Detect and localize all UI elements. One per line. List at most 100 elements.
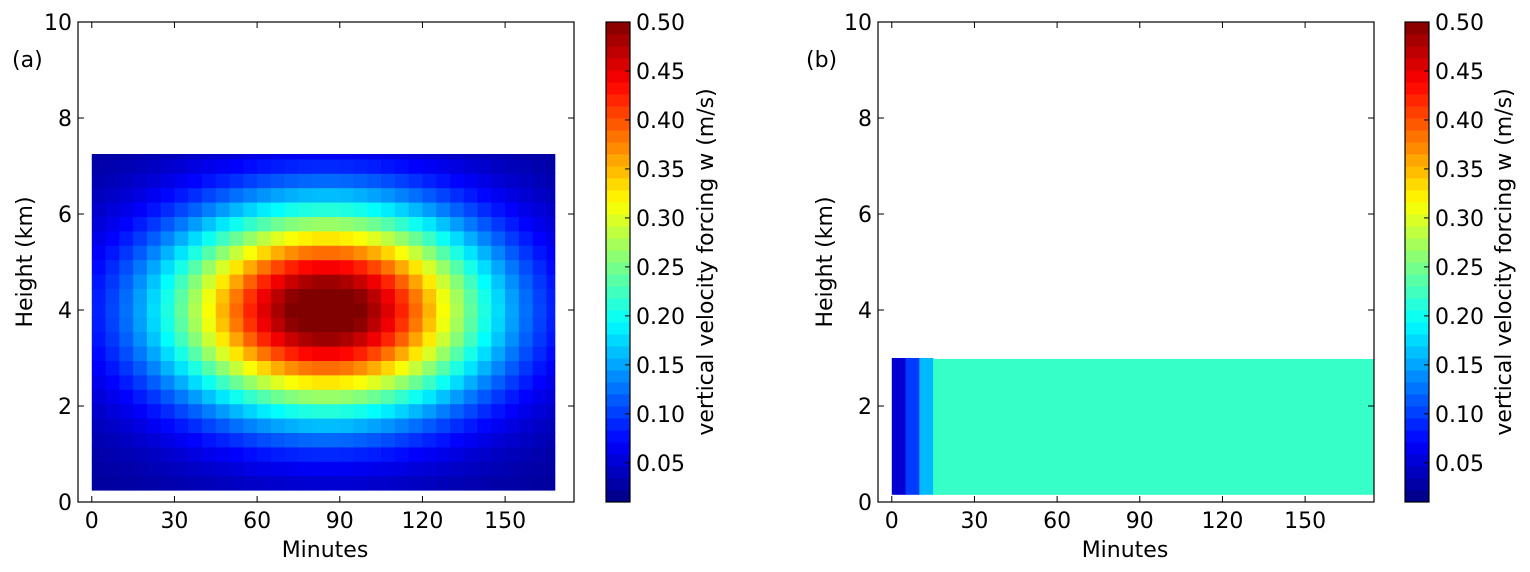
colorbar-swatch	[1405, 142, 1429, 155]
heatmap-cell	[312, 475, 327, 491]
y-tick-label: 8	[58, 107, 72, 132]
heatmap-cell	[463, 216, 479, 232]
heatmap-cell	[518, 374, 534, 390]
heatmap-cell	[491, 288, 506, 304]
colorbar-frame	[1404, 21, 1430, 503]
colorbar-swatch	[606, 346, 630, 359]
heatmap-cell	[408, 154, 424, 160]
heatmap-cell	[229, 360, 244, 376]
heatmap-cell	[422, 475, 437, 491]
heatmap-cell	[394, 230, 410, 246]
heatmap-cell	[312, 446, 327, 462]
heatmap-cell	[133, 360, 148, 376]
heatmap-cell	[188, 187, 203, 203]
heatmap-cell	[270, 475, 286, 491]
heatmap-cell	[339, 202, 355, 217]
heatmap-cell	[394, 461, 410, 477]
heatmap-cell	[326, 216, 341, 232]
heatmap-cell	[243, 288, 258, 304]
heatmap-cell	[202, 331, 217, 347]
heatmap-cell	[160, 461, 176, 477]
heatmap-cell	[491, 230, 506, 246]
heatmap-cell	[450, 245, 465, 261]
heatmap-cell	[202, 432, 217, 448]
heatmap-cell	[174, 154, 189, 160]
heatmap-cell	[367, 317, 382, 333]
panel-b-colorbar: 0.05 0.10 0.15 0.20 0.25 0.30 0.35 0.40 0.45 0.50	[1404, 11, 1484, 503]
heatmap-cell	[133, 432, 148, 448]
x-tick-label: 60	[1043, 509, 1071, 534]
heatmap-cell	[326, 187, 341, 203]
heatmap-cell	[160, 173, 176, 189]
heatmap-cell	[546, 230, 556, 246]
heatmap-cell	[133, 173, 148, 189]
heatmap-cell	[367, 259, 382, 275]
heatmap-cell	[91, 302, 107, 318]
heatmap-cell	[298, 288, 313, 304]
heatmap-cell	[450, 446, 465, 462]
heatmap-cell	[326, 230, 341, 246]
heatmap-cell	[326, 403, 341, 419]
heatmap-cell	[463, 158, 479, 174]
heatmap-cell	[450, 158, 465, 174]
heatmap-cell	[229, 154, 244, 160]
heatmap-cell	[436, 230, 451, 246]
heatmap-cell	[367, 475, 382, 491]
heatmap-cell	[477, 331, 492, 347]
heatmap-cell	[312, 154, 327, 160]
heatmap-cell	[229, 158, 244, 174]
heatmap-cell	[532, 259, 548, 275]
colorbar-swatch	[1405, 298, 1429, 311]
heatmap-cell	[477, 245, 492, 261]
heatmap-cell	[312, 245, 327, 261]
heatmap-cell	[105, 389, 120, 405]
heatmap-cell	[326, 374, 341, 390]
panel-a-cells	[91, 154, 556, 491]
heatmap-cell	[491, 389, 506, 405]
heatmap-cell	[257, 173, 272, 189]
heatmap-cell	[463, 418, 479, 433]
heatmap-cell	[422, 389, 437, 405]
heatmap-cell	[381, 331, 396, 347]
heatmap-cell	[160, 346, 176, 361]
heatmap-cell	[353, 475, 368, 491]
heatmap-cell	[146, 475, 162, 491]
heatmap-cell	[257, 446, 272, 462]
heatmap-cell	[505, 389, 520, 405]
heatmap-cell	[408, 259, 424, 275]
heatmap-cell	[505, 158, 520, 174]
heatmap-cell	[257, 202, 272, 217]
colorbar-swatch	[1405, 58, 1429, 71]
heatmap-cell	[105, 446, 120, 462]
panel-b-xlabel: Minutes	[1082, 538, 1169, 563]
heatmap-cell	[188, 245, 203, 261]
heatmap-cell	[257, 331, 272, 347]
y-tick-label: 10	[844, 11, 872, 36]
heatmap-cell	[339, 187, 355, 203]
heatmap-cell	[298, 154, 313, 160]
heatmap-cell	[353, 302, 368, 318]
heatmap-cell	[532, 202, 548, 217]
y-tick-label: 6	[858, 203, 872, 228]
heatmap-cell	[339, 274, 355, 289]
heatmap-cell	[422, 230, 437, 246]
heatmap-cell	[532, 389, 548, 405]
heatmap-cell	[463, 360, 479, 376]
y-tick-label: 0	[858, 491, 872, 516]
heatmap-cell	[174, 432, 189, 448]
heatmap-cell	[312, 374, 327, 390]
heatmap-cell	[505, 230, 520, 246]
heatmap-cell	[339, 288, 355, 304]
colorbar-swatch	[1405, 274, 1429, 287]
heatmap-cell	[394, 288, 410, 304]
heatmap-cell	[298, 475, 313, 491]
colorbar-swatch	[1405, 406, 1429, 419]
heatmap-cell	[119, 158, 134, 174]
heatmap-cell	[229, 202, 244, 217]
heatmap-cell	[518, 288, 534, 304]
heatmap-cell	[91, 374, 107, 390]
colorbar-swatch	[1405, 106, 1429, 119]
heatmap-cell	[119, 475, 134, 491]
heatmap-cell	[160, 389, 176, 405]
heatmap-cell	[202, 461, 217, 477]
